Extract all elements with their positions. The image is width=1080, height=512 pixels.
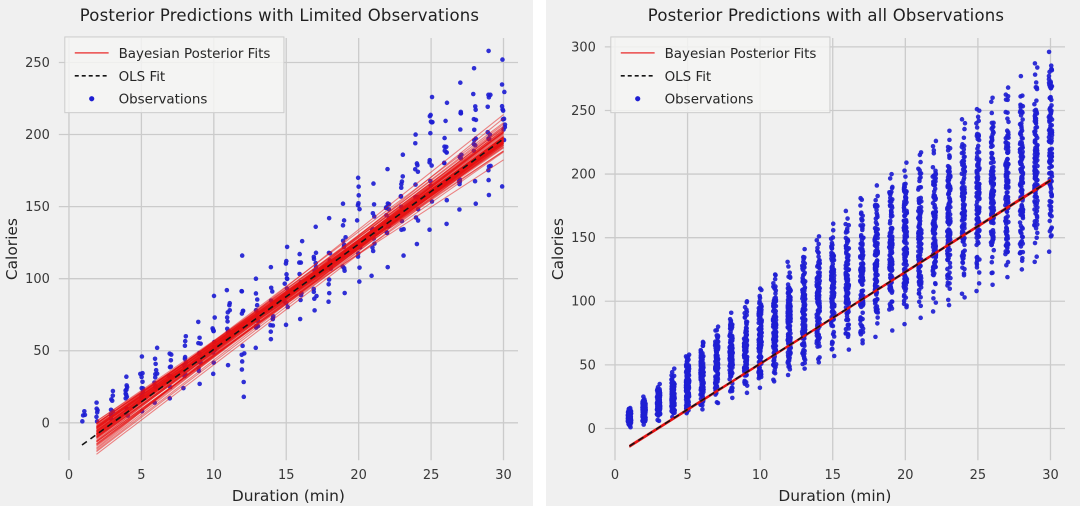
observation-column <box>828 221 837 359</box>
x-tick-label: 0 <box>65 468 73 483</box>
legend-box <box>64 36 285 114</box>
x-tick-label: 0 <box>611 468 619 483</box>
x-tick-label: 25 <box>423 468 439 483</box>
y-tick-label: 50 <box>579 358 595 373</box>
legend: Bayesian Posterior Fits OLS Fit Observatio… <box>64 36 285 114</box>
legend-observation-dot-icon <box>89 96 95 102</box>
right-chart-title: Posterior Predictions with all Observati… <box>647 6 1005 25</box>
y-tick-label: 250 <box>571 104 596 119</box>
legend-label: Observations <box>119 93 208 108</box>
observation-column <box>756 286 764 390</box>
x-tick-label: 10 <box>206 468 222 483</box>
right-chart-panel: Posterior Predictions with all Observati… <box>546 0 1080 506</box>
observation-column <box>727 310 736 401</box>
observation-column <box>485 48 493 198</box>
observation-column <box>799 246 808 371</box>
observation-column <box>683 352 692 416</box>
observation-column <box>915 150 924 321</box>
left-chart-panel: Posterior Predictions with Limited Obser… <box>0 0 533 506</box>
legend-label: OLS Fit <box>119 70 166 85</box>
x-tick-label: 30 <box>495 468 511 483</box>
y-tick-label: 50 <box>33 344 49 359</box>
observation-column <box>698 339 706 412</box>
y-tick-label: 0 <box>588 422 596 437</box>
observation-column <box>1003 85 1011 280</box>
x-tick-label: 20 <box>897 468 913 483</box>
y-axis-label: Calories <box>549 218 567 280</box>
observation-column <box>625 405 634 430</box>
ols-fit-line <box>81 138 504 446</box>
x-tick-label: 5 <box>683 468 691 483</box>
observation-column <box>1017 73 1026 272</box>
observation-column <box>80 408 88 424</box>
y-tick-label: 150 <box>25 200 50 215</box>
x-tick-label: 30 <box>1042 468 1058 483</box>
legend-observation-dot-icon <box>635 96 641 102</box>
observation-column <box>843 208 852 352</box>
observation-column <box>712 324 721 406</box>
legend-label: Bayesian Posterior Fits <box>665 47 817 62</box>
observation-column <box>640 394 648 427</box>
legend-label: Bayesian Posterior Fits <box>119 47 271 62</box>
x-axis-label: Duration (min) <box>232 487 345 505</box>
observation-column <box>770 272 779 384</box>
x-tick-label: 15 <box>278 468 294 483</box>
observation-column <box>988 95 997 287</box>
left-chart-title: Posterior Predictions with Limited Obser… <box>79 6 480 25</box>
y-tick-label: 200 <box>25 128 50 143</box>
x-tick-label: 15 <box>825 468 841 483</box>
bayesian-posterior-fits <box>629 178 1051 448</box>
observation-column <box>1046 49 1055 254</box>
observation-column <box>944 128 953 308</box>
observation-column <box>959 116 968 300</box>
x-axis-label: Duration (min) <box>778 487 891 505</box>
y-tick-label: 200 <box>571 167 596 182</box>
legend-label: OLS Fit <box>665 70 712 85</box>
y-tick-label: 0 <box>42 416 50 431</box>
observation-column <box>814 233 823 365</box>
observation-column <box>741 298 750 396</box>
observation-column <box>872 183 881 340</box>
observation-column <box>901 160 910 327</box>
x-tick-label: 5 <box>137 468 145 483</box>
bayesian-posterior-fits <box>96 114 504 455</box>
left-chart: 0 5 10 15 20 25 30 0 50 100 150 200 250 Duration (min… <box>3 36 518 505</box>
observation-column <box>654 381 663 424</box>
observation-column <box>886 171 895 333</box>
legend: Bayesian Posterior Fits OLS Fit Observatio… <box>610 36 831 114</box>
y-tick-label: 250 <box>25 56 50 71</box>
y-tick-label: 300 <box>571 40 596 55</box>
observation-column <box>974 106 982 294</box>
observation-column <box>1032 60 1040 265</box>
legend-label: Observations <box>665 93 754 108</box>
y-tick-label: 100 <box>25 272 50 287</box>
observation-column <box>785 259 794 378</box>
observation-column <box>857 195 866 346</box>
observation-column <box>456 80 464 212</box>
y-tick-label: 150 <box>571 231 596 246</box>
observations-layer <box>625 49 1055 430</box>
x-tick-label: 10 <box>752 468 768 483</box>
observation-column <box>669 366 677 420</box>
x-tick-label: 20 <box>350 468 366 483</box>
observation-column <box>94 400 100 424</box>
tick-labels: 0 5 10 15 20 25 30 0 50 100 150 200 250 <box>25 56 512 483</box>
legend-box <box>610 36 831 114</box>
y-tick-label: 100 <box>571 295 596 310</box>
x-tick-label: 25 <box>970 468 986 483</box>
observation-column <box>930 138 939 314</box>
y-axis-label: Calories <box>3 218 21 280</box>
